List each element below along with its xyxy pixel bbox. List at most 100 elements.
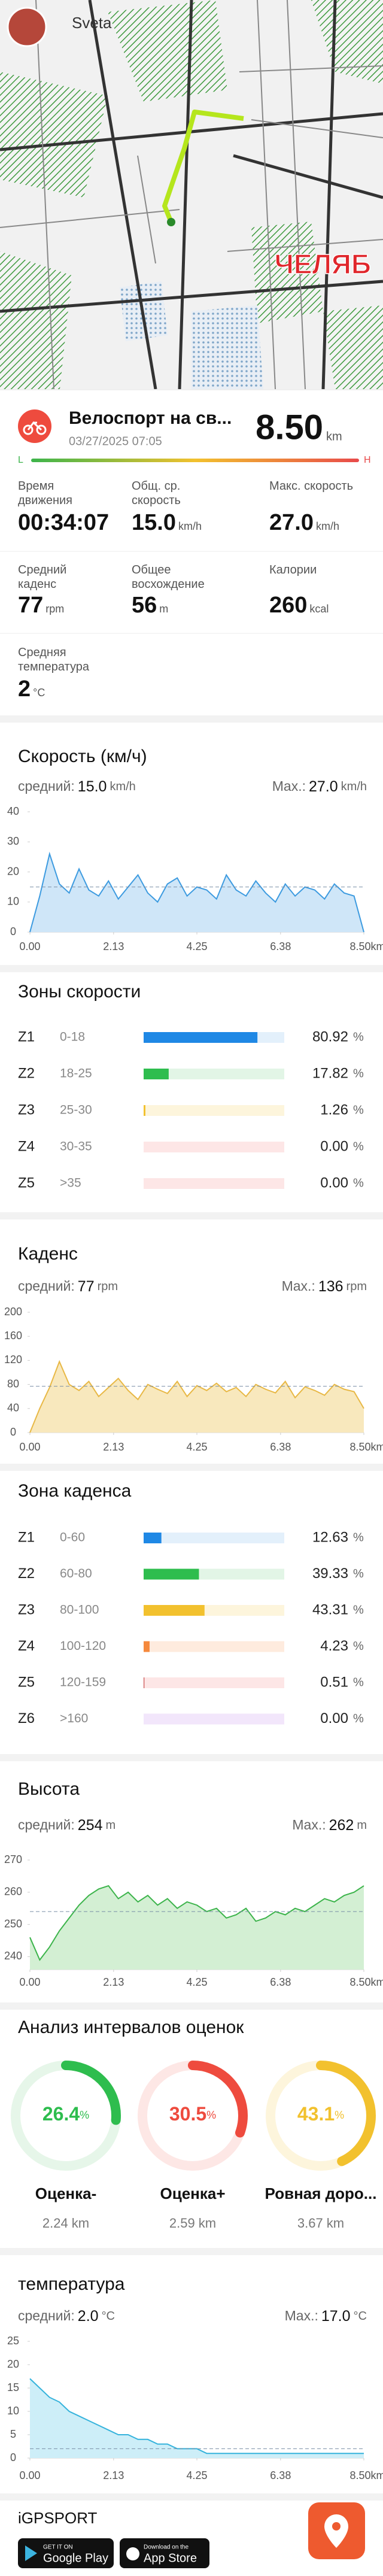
separator (0, 1754, 383, 1761)
data-line (29, 1360, 364, 1433)
stat-label: Средний каденс (18, 563, 67, 591)
separator (0, 1212, 383, 1219)
stat-line: средний: 2.0 °C (18, 2308, 115, 2325)
stat-line: средний: 15.0 km/h (18, 778, 136, 795)
zone-range: 18-25 (60, 1067, 92, 1081)
x-tick-label: 0.00 (19, 1441, 40, 1453)
unit: m (357, 1819, 367, 1832)
zone-unit: % (353, 1176, 364, 1190)
zone-value: 39.33 (312, 1565, 348, 1582)
zone-unit: % (353, 1712, 364, 1725)
zone-bar (144, 1105, 145, 1116)
x-tick-label: 2.13 (103, 1976, 124, 1988)
zone-bar (144, 1069, 169, 1079)
stat-unit: km/h (315, 520, 339, 532)
distance-unit: km (327, 2216, 344, 2231)
badge-text: Google Play (43, 2551, 108, 2565)
zone-value: 43.31 (312, 1601, 348, 1618)
zone-name: Z1 (18, 1028, 35, 1045)
stat-value: 56 m (132, 593, 168, 618)
zone-track (144, 1178, 284, 1189)
unit: °C (354, 2310, 367, 2323)
zone-name: Z6 (18, 1710, 35, 1727)
zone-range: 80-100 (60, 1603, 99, 1617)
stat-value: 77 rpm (18, 593, 64, 618)
y-tick-label: 120 (4, 1354, 22, 1366)
app-store-badge[interactable] (120, 2538, 209, 2568)
x-tick-label: 0.00 (19, 940, 40, 952)
section-title: Высота (18, 1779, 80, 1799)
stat-value: 27.0 km/h (269, 510, 339, 536)
zone-track (144, 1069, 284, 1079)
zone-range: 100-120 (60, 1639, 106, 1653)
stat-number: 56 (132, 593, 157, 618)
zone-name: Z1 (18, 1529, 35, 1545)
x-tick-label: 4.25 (186, 940, 207, 952)
zone-track (144, 1533, 284, 1543)
y-tick-label: 5 (10, 2428, 16, 2440)
donut-label: 30.5% (169, 2103, 216, 2125)
max-prefix: Max.: (292, 1817, 326, 1832)
distance-unit: km (326, 430, 342, 443)
area-fill (30, 2378, 364, 2458)
zone-name: Z5 (18, 1674, 35, 1690)
separator (0, 965, 383, 972)
badge-small: Download on the (144, 2544, 189, 2551)
unit: °C (102, 2310, 115, 2323)
map (0, 0, 383, 390)
zone-range: 0-18 (60, 1030, 85, 1044)
zone-value: 80.92 (312, 1028, 348, 1045)
unit: rpm (98, 1280, 118, 1293)
badge-text: App Store (144, 2551, 197, 2565)
zone-bar (144, 1533, 162, 1543)
avg-prefix: средний: (18, 1817, 75, 1832)
separator (0, 2493, 383, 2501)
zone-name: Z4 (18, 1138, 35, 1154)
y-tick-label: 25 (7, 2335, 19, 2347)
high-label: H (364, 455, 371, 465)
x-tick-label: 2.13 (103, 940, 124, 952)
x-tick-label: 8.50km (349, 940, 383, 952)
section-title: Анализ интервалов оценок (18, 2017, 244, 2037)
user-name: Sveta (72, 14, 112, 32)
donut-unit: % (80, 2109, 89, 2121)
zone-name: Z2 (18, 1565, 35, 1582)
zone-value: 4.23 (320, 1638, 348, 1654)
y-tick-label: 40 (7, 1402, 19, 1414)
stat-line: Max.: 262 m (292, 1817, 367, 1834)
section-title: температура (18, 2274, 125, 2294)
distance-value: 2.59 (169, 2216, 195, 2231)
stat-line: Max.: 17.0 °C (285, 2308, 367, 2325)
x-tick-label: 4.25 (186, 1441, 207, 1453)
zone-name: Z5 (18, 1175, 35, 1191)
zone-unit: % (353, 1567, 364, 1580)
y-tick-label: 10 (7, 896, 19, 908)
low-label: L (18, 455, 23, 465)
y-tick-label: 20 (7, 2358, 19, 2370)
y-tick-label: 160 (4, 1330, 22, 1342)
donut-value: 26.4 (42, 2103, 80, 2125)
separator (0, 2248, 383, 2255)
donut-value: 43.1 (297, 2103, 335, 2125)
badge-small: GET IT ON (43, 2544, 73, 2551)
section-title: Каденс (18, 1244, 78, 1264)
google-play-badge[interactable] (18, 2538, 114, 2568)
y-tick-label: 250 (4, 1917, 22, 1929)
zone-range: 0-60 (60, 1531, 85, 1545)
data-line (29, 1885, 364, 1961)
x-tick-label: 8.50km (349, 1441, 383, 1453)
donut-arc (11, 2061, 121, 2171)
zone-unit: % (353, 1030, 364, 1043)
avg-value: 2.0 (78, 2308, 99, 2325)
y-tick-label: 270 (4, 1853, 22, 1865)
x-tick-label: 0.00 (19, 1976, 40, 1988)
zone-unit: % (353, 1676, 364, 1689)
avg-value: 15.0 (78, 778, 107, 795)
zone-name: Z3 (18, 1102, 35, 1118)
section-title: Зона каденса (18, 1481, 132, 1501)
rating-distance: 3.67 km (297, 2216, 344, 2231)
y-tick-label: 30 (7, 835, 19, 847)
y-tick-label: 0 (10, 2451, 16, 2463)
